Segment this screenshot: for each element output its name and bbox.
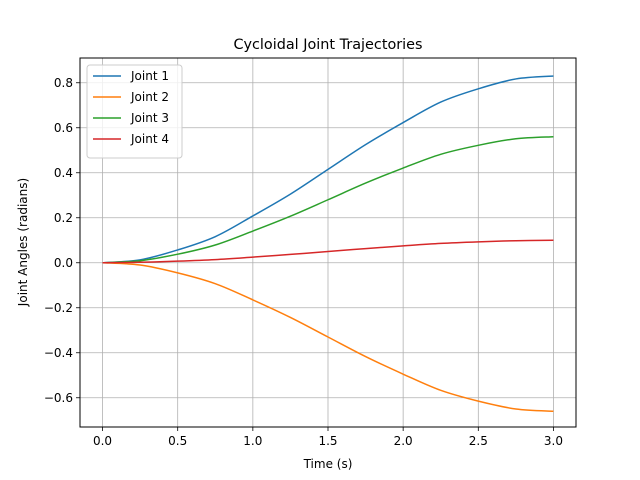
y-tick-label: 0.4 bbox=[54, 166, 73, 180]
y-tick-label: 0.6 bbox=[54, 121, 73, 135]
legend: Joint 1 Joint 2 Joint 3 Joint 4 bbox=[86, 64, 183, 159]
series-line-joint-1 bbox=[102, 75, 554, 264]
legend-label-joint-2: Joint 2 bbox=[130, 90, 169, 104]
x-axis-label: Time (s) bbox=[303, 457, 353, 471]
x-tick-label: 1.5 bbox=[318, 434, 337, 448]
y-axis-label: Joint Angles (radians) bbox=[16, 178, 30, 307]
x-tick-label: 1.0 bbox=[243, 434, 262, 448]
chart-title: Cycloidal Joint Trajectories bbox=[233, 37, 422, 53]
y-tick-label: 0.0 bbox=[54, 256, 73, 270]
y-tick-label: 0.8 bbox=[54, 76, 73, 90]
x-tick-label: 2.5 bbox=[469, 434, 488, 448]
series-line-joint-2 bbox=[102, 262, 554, 412]
series-lines bbox=[102, 75, 554, 412]
series-line-joint-4 bbox=[102, 239, 554, 264]
x-tick-label: 2.0 bbox=[394, 434, 413, 448]
axis-ticks: 0.0 0.5 1.0 1.5 2.0 2.5 3.0 −0.6 −0.4 −0.2 0.0 0.2 0… bbox=[44, 76, 563, 448]
x-tick-label: 3.0 bbox=[544, 434, 563, 448]
y-tick-label: 0.2 bbox=[54, 211, 73, 225]
series-line-joint-3 bbox=[102, 136, 554, 264]
y-tick-label: −0.2 bbox=[44, 301, 73, 315]
legend-box bbox=[86, 64, 183, 159]
x-tick-label: 0.5 bbox=[168, 434, 187, 448]
legend-label-joint-3: Joint 3 bbox=[130, 111, 169, 125]
legend-label-joint-4: Joint 4 bbox=[130, 132, 169, 146]
y-tick-label: −0.6 bbox=[44, 391, 73, 405]
x-tick-label: 0.0 bbox=[93, 434, 112, 448]
grid bbox=[80, 58, 576, 427]
y-tick-label: −0.4 bbox=[44, 346, 73, 360]
legend-label-joint-1: Joint 1 bbox=[130, 69, 169, 83]
